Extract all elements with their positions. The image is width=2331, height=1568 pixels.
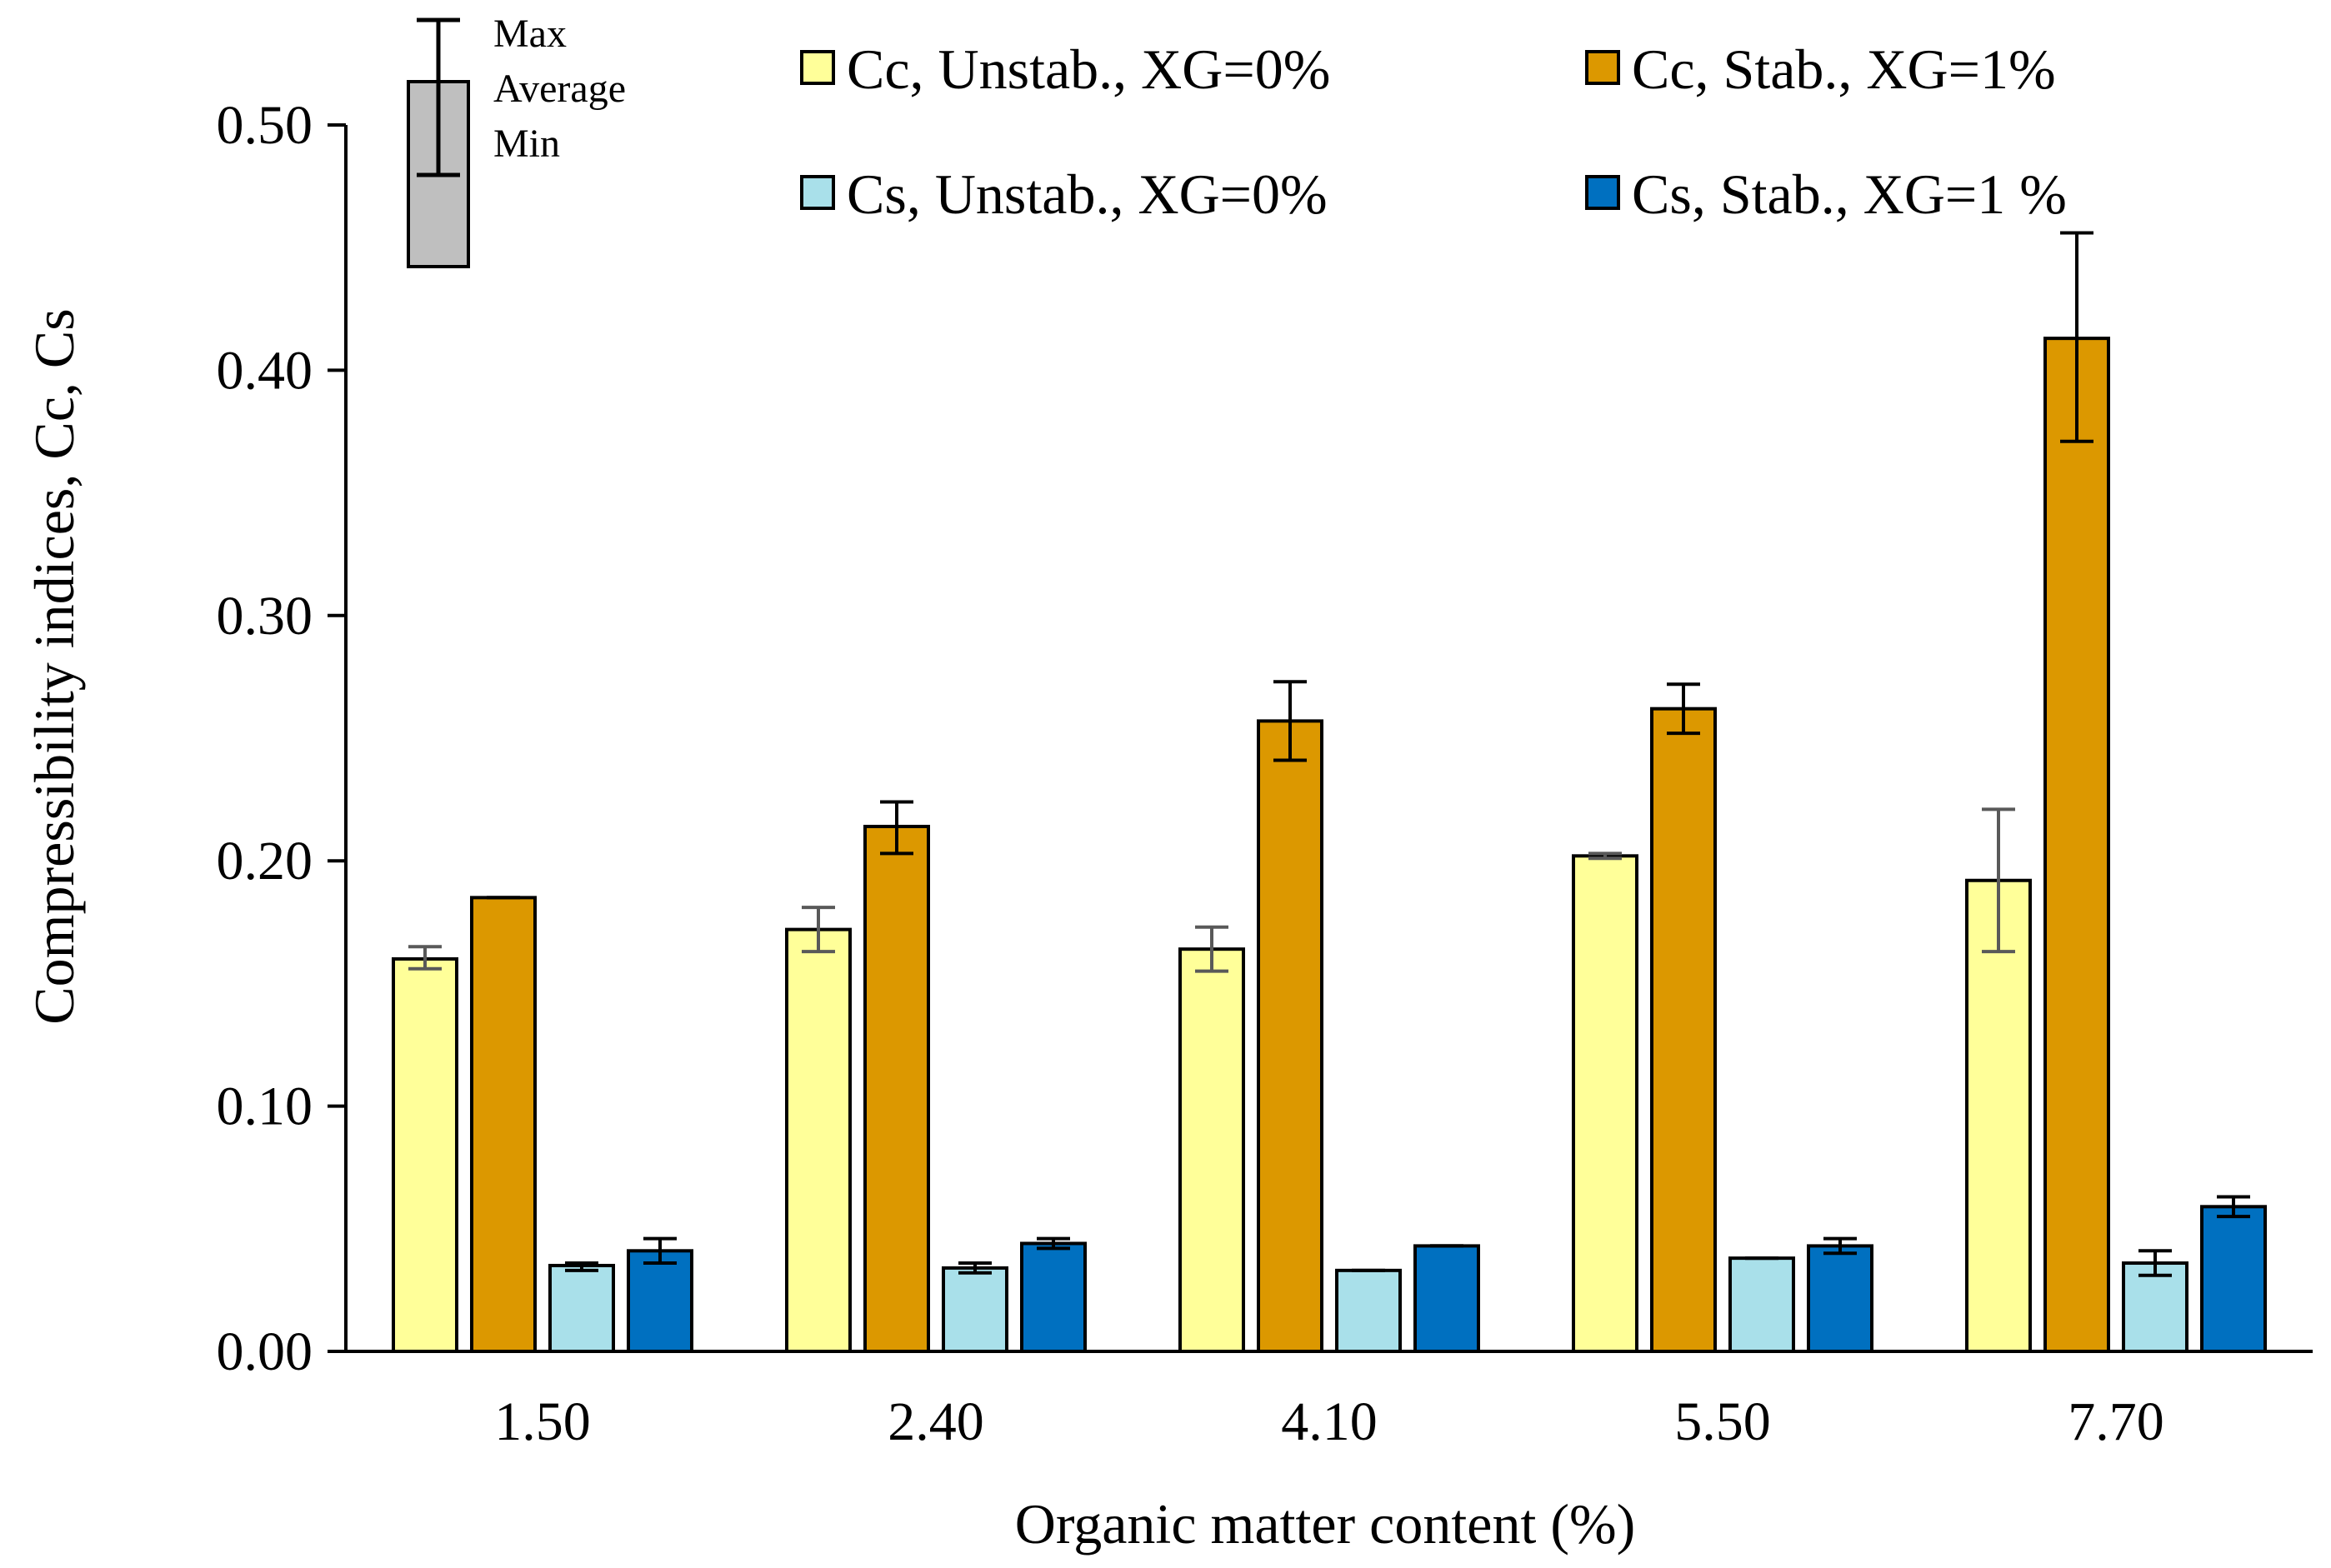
x-axis-title: Organic matter content (%) bbox=[1015, 1492, 1636, 1556]
bar bbox=[1257, 719, 1323, 1353]
legend-label-cs-unstab: Cs, Unstab., XG=0% bbox=[847, 162, 1328, 226]
x-tick-label: 5.50 bbox=[1674, 1391, 1771, 1452]
legend: Cc, Unstab., XG=0% Cc, Stab., XG=1% Cs, … bbox=[800, 37, 2067, 226]
error-bars bbox=[408, 231, 2250, 1277]
legend-swatch-cc-stab bbox=[1585, 50, 1620, 85]
errorbar-key-max-label: Max bbox=[493, 12, 567, 56]
legend-swatch-cc-unstab bbox=[800, 50, 835, 85]
legend-label-cs-stab: Cs, Stab., XG=1 % bbox=[1632, 162, 2067, 226]
bar bbox=[627, 1249, 693, 1354]
x-tick-labels: 1.50 2.40 4.10 5.50 7.70 bbox=[494, 1391, 2164, 1452]
bar bbox=[942, 1266, 1008, 1354]
bar bbox=[1650, 707, 1717, 1353]
x-tick-label: 7.70 bbox=[2068, 1391, 2164, 1452]
y-tick-label: 0.00 bbox=[217, 1321, 313, 1382]
bar bbox=[1178, 947, 1245, 1353]
bar bbox=[1807, 1244, 1873, 1353]
bar bbox=[2043, 337, 2110, 1353]
legend-swatch-cs-stab bbox=[1585, 175, 1620, 210]
errorbar-key: Max Average Min bbox=[407, 12, 626, 268]
y-tick-labels: 0.00 0.10 0.20 0.30 0.40 0.50 bbox=[217, 95, 313, 1382]
y-tick-label: 0.50 bbox=[217, 95, 313, 156]
x-tick-label: 4.10 bbox=[1281, 1391, 1378, 1452]
legend-swatch-cs-unstab bbox=[800, 175, 835, 210]
y-tick-label: 0.30 bbox=[217, 586, 313, 647]
y-tick-label: 0.10 bbox=[217, 1076, 313, 1137]
x-tick-label: 2.40 bbox=[888, 1391, 984, 1452]
y-tick-label: 0.40 bbox=[217, 340, 313, 401]
bar bbox=[470, 896, 537, 1353]
bar bbox=[1413, 1244, 1480, 1353]
bar bbox=[1572, 854, 1638, 1353]
bar bbox=[2200, 1205, 2267, 1353]
bar bbox=[2122, 1261, 2188, 1353]
errorbar-key-min-label: Min bbox=[493, 122, 560, 166]
bars bbox=[392, 337, 2267, 1354]
errorbar-key-average-label: Average bbox=[493, 67, 626, 111]
y-tick-label: 0.20 bbox=[217, 831, 313, 891]
bar bbox=[863, 824, 930, 1353]
legend-label-cc-unstab: Cc, Unstab., XG=0% bbox=[847, 37, 1330, 101]
y-axis-ticks bbox=[328, 123, 346, 1353]
bar bbox=[785, 927, 852, 1353]
y-axis-title: Compressibility indices, Cc, Cs bbox=[23, 308, 86, 1024]
x-tick-label: 1.50 bbox=[494, 1391, 591, 1452]
bar bbox=[1020, 1241, 1087, 1353]
legend-label-cc-stab: Cc, Stab., XG=1% bbox=[1632, 37, 2056, 101]
bar bbox=[1335, 1268, 1402, 1354]
bar bbox=[1728, 1256, 1795, 1354]
bar bbox=[548, 1263, 615, 1353]
bar bbox=[392, 956, 458, 1353]
